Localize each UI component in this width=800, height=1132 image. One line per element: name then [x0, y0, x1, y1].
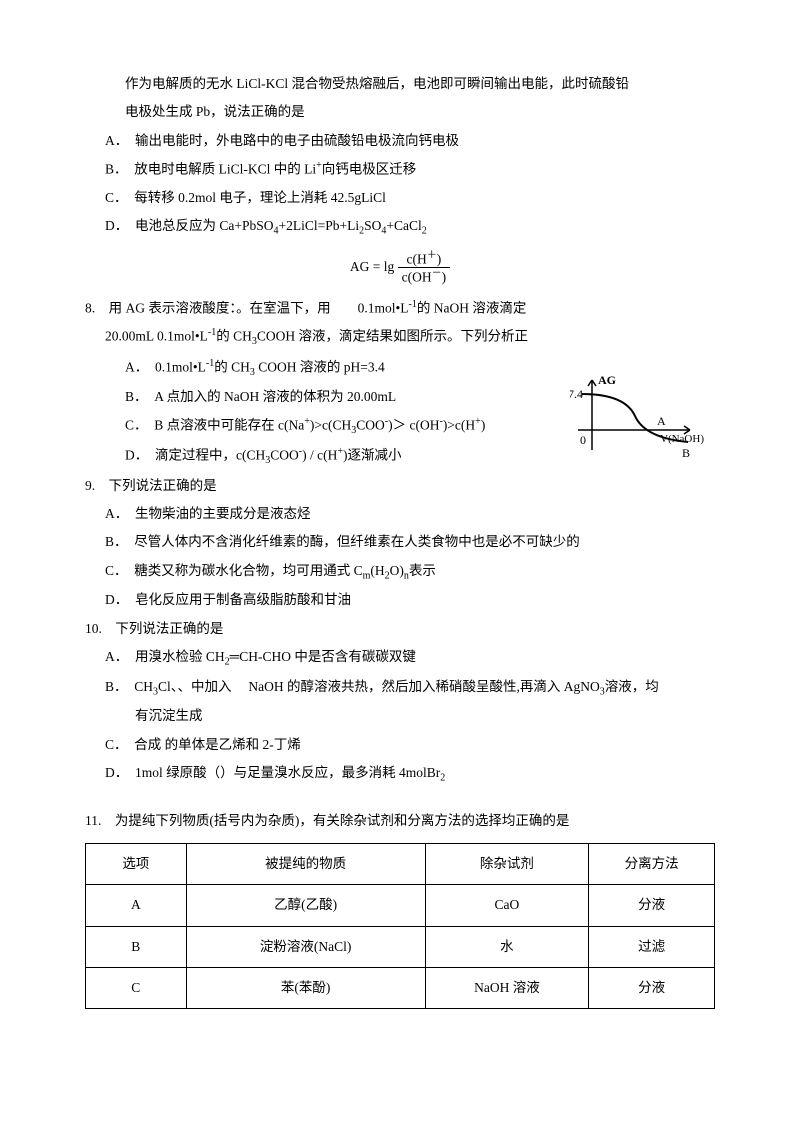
q9-option-b: B． 尽管人体内不含消化纤维素的酶，但纤维素在人类食物中也是必不可缺少的: [85, 528, 715, 556]
q10-stem: 10. 下列说法正确的是: [85, 615, 715, 643]
table-cell: CaO: [425, 885, 589, 926]
q11-stem: 11. 为提纯下列物质(括号内为杂质)，有关除杂试剂和分离方法的选择均正确的是: [85, 807, 715, 835]
chart-point-b: B: [682, 446, 690, 460]
chart-y-label: AG: [598, 373, 616, 387]
table-cell: 乙醇(乙酸): [186, 885, 425, 926]
q10-option-d: D． 1mol 绿原酸（）与足量溴水反应，最多消耗 4molBr2: [85, 759, 715, 789]
q11-table: 选项 被提纯的物质 除杂试剂 分离方法 A 乙醇(乙酸) CaO 分液 B 淀粉…: [85, 843, 715, 1009]
table-header: 除杂试剂: [425, 844, 589, 885]
chart-x-label: V(NaOH): [660, 433, 704, 445]
q9-option-d: D． 皂化反应用于制备高级脂肪酸和甘油: [85, 586, 715, 614]
q10-option-b-line1: B． CH3Cl、、中加入 NaOH 的醇溶液共热，然后加入稀硝酸呈酸性,再滴入…: [85, 673, 715, 703]
chart-y-tick: 7.4: [570, 387, 583, 401]
table-cell: 淀粉溶液(NaCl): [186, 926, 425, 967]
q7-context-line2: 电极处生成 Pb，说法正确的是: [85, 98, 715, 126]
table-header: 被提纯的物质: [186, 844, 425, 885]
table-cell: 水: [425, 926, 589, 967]
q8-stem-line2: 20.00mL 0.1mol•L-1的 CH3COOH 溶液，滴定结果如图所示。…: [85, 322, 715, 352]
q7-option-c: C． 每转移 0.2mol 电子，理论上消耗 42.5gLiCl: [85, 184, 715, 212]
table-cell: 分液: [589, 885, 715, 926]
table-header: 选项: [86, 844, 187, 885]
table-cell: 苯(苯酚): [186, 968, 425, 1009]
chart-origin: 0: [580, 433, 586, 447]
q8-chart: AG 7.4 0 A V(NaOH) B: [570, 372, 705, 477]
table-cell: 分液: [589, 968, 715, 1009]
q7-option-d: D． 电池总反应为 Ca+PbSO4+2LiCl=Pb+Li2SO4+CaCl2: [85, 212, 715, 242]
chart-point-a: A: [657, 414, 666, 428]
q10-option-c: C． 合成 的单体是乙烯和 2-丁烯: [85, 731, 715, 759]
q7-option-b: B． 放电时电解质 LiCl-KCl 中的 Li+向钙电极区迁移: [85, 155, 715, 184]
table-header-row: 选项 被提纯的物质 除杂试剂 分离方法: [86, 844, 715, 885]
table-row: B 淀粉溶液(NaCl) 水 过滤: [86, 926, 715, 967]
q9-option-c: C． 糖类又称为碳水化合物，均可用通式 Cm(H2O)n表示: [85, 557, 715, 587]
q7-context-line1: 作为电解质的无水 LiCl-KCl 混合物受热熔融后，电池即可瞬间输出电能，此时…: [85, 70, 715, 98]
table-row: A 乙醇(乙酸) CaO 分液: [86, 885, 715, 926]
table-header: 分离方法: [589, 844, 715, 885]
table-cell: NaOH 溶液: [425, 968, 589, 1009]
table-cell: B: [86, 926, 187, 967]
q7-option-a: A． 输出电能时，外电路中的电子由硫酸铅电极流向钙电极: [85, 127, 715, 155]
q8-stem-line1: 8. 用 AG 表示溶液酸度：。在室温下，用 0.1mol•L-1的 NaOH …: [85, 294, 715, 323]
q10-option-a: A． 用溴水检验 CH2═CH-CHO 中是否含有碳碳双键: [85, 643, 715, 673]
q8-formula: AG = lg c(H＋) c(OH－): [85, 250, 715, 286]
table-cell: 过滤: [589, 926, 715, 967]
q10-option-b-line2: 有沉淀生成: [85, 702, 715, 730]
table-cell: A: [86, 885, 187, 926]
table-cell: C: [86, 968, 187, 1009]
table-row: C 苯(苯酚) NaOH 溶液 分液: [86, 968, 715, 1009]
q9-option-a: A． 生物柴油的主要成分是液态烃: [85, 500, 715, 528]
